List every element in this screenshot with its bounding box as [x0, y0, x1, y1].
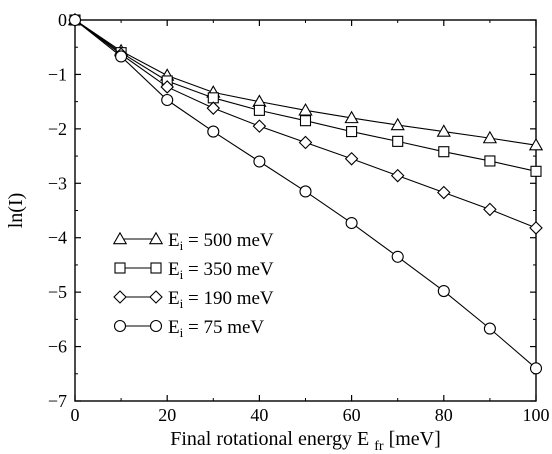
series-triangle — [67, 12, 544, 151]
data-point-circle-circle-marker — [529, 362, 543, 375]
data-point-triangle-triangle-marker — [390, 117, 405, 131]
legend-label-subscript: i — [180, 238, 184, 253]
data-point-circle-circle-marker — [68, 13, 82, 27]
legend-label: Ei = 350 meV — [168, 259, 274, 282]
data-point-triangle-triangle-marker — [528, 137, 544, 151]
data-point-triangle-triangle-marker — [436, 124, 451, 137]
data-point-circle-circle-marker — [299, 185, 312, 198]
legend-label-symbol: E — [168, 288, 180, 309]
plot-frame — [74, 19, 537, 402]
y-tick-label: −5 — [48, 282, 67, 302]
legend-start-diamond-marker — [113, 290, 127, 304]
x-axis-title-main: Final rotational energy E — [170, 428, 369, 450]
legend-label-subscript: i — [180, 296, 184, 311]
data-point-triangle-triangle-marker — [298, 103, 313, 116]
legend-label: Ei = 500 meV — [168, 230, 274, 253]
legend-entry-circle: Ei = 75 meV — [113, 317, 264, 340]
y-tick-label: −2 — [48, 119, 67, 139]
legend-entry-triangle: Ei = 500 meV — [112, 230, 274, 253]
y-tick-label: −3 — [48, 173, 67, 193]
data-point-circle-circle-marker — [345, 216, 358, 230]
data-point-triangle-triangle-marker — [482, 130, 498, 144]
legend-label: Ei = 190 meV — [168, 288, 274, 311]
y-tick-label: −4 — [48, 228, 67, 248]
x-tick-label: 0 — [71, 405, 80, 425]
legend-label-value: = 350 meV — [183, 259, 274, 280]
data-point-square-square-marker — [207, 92, 219, 104]
data-point-square-square-marker — [392, 135, 404, 147]
legend-label: Ei = 75 meV — [168, 317, 264, 340]
y-tick-label: 0 — [58, 10, 67, 30]
x-axis-title-unit: [meV] — [389, 428, 441, 450]
data-point-square-square-marker — [484, 155, 496, 167]
data-point-triangle-triangle-marker — [344, 110, 359, 124]
data-point-circle-circle-marker — [253, 155, 266, 168]
legend-end-triangle-marker — [148, 231, 164, 245]
data-point-diamond-diamond-marker — [390, 168, 405, 183]
y-axis-title: ln(I) — [5, 193, 27, 229]
ticks-layer: 0 20 40 60 80 100 0 −1 −2 −3 −4 −5 −6 −7 — [48, 10, 550, 425]
legend-label-value: = 75 meV — [183, 317, 264, 338]
legend-entry-diamond: Ei = 190 meV — [113, 288, 274, 311]
legend-end-diamond-marker — [149, 290, 163, 304]
series-square — [69, 14, 542, 177]
legend-start-circle-marker — [113, 319, 127, 333]
data-point-circle-circle-marker — [161, 93, 174, 107]
series-circle — [68, 13, 543, 375]
data-point-circle-circle-marker — [115, 50, 128, 63]
y-tick-label: −7 — [48, 391, 67, 411]
data-point-diamond-diamond-marker — [483, 202, 497, 217]
legend-label-symbol: E — [168, 230, 180, 251]
x-tick-label: 40 — [250, 405, 268, 425]
legend-label-subscript: i — [180, 325, 184, 340]
data-point-square-square-marker — [438, 146, 450, 158]
x-tick-label: 60 — [343, 405, 361, 425]
x-tick-label: 100 — [523, 405, 550, 425]
data-point-diamond-diamond-marker — [298, 135, 313, 150]
data-point-square-square-marker — [299, 115, 312, 127]
plot-frame-group — [74, 19, 537, 402]
legend-label-value: = 190 meV — [183, 288, 274, 309]
data-point-square-square-marker — [253, 104, 265, 116]
data-point-diamond-diamond-marker — [344, 152, 359, 166]
x-tick-label: 80 — [435, 405, 453, 425]
data-point-diamond-diamond-marker — [160, 80, 174, 94]
legend-label-symbol: E — [168, 259, 180, 280]
series-line-triangle — [74, 19, 537, 146]
x-axis-title: Final rotational energy E fr [meV] — [170, 428, 441, 454]
legend-label-value: = 500 meV — [183, 230, 274, 251]
y-tick-label: −6 — [48, 337, 67, 357]
legend-label-subscript: i — [180, 267, 184, 282]
data-point-square-square-marker — [346, 126, 358, 138]
data-point-diamond-diamond-marker — [252, 119, 267, 133]
data-point-circle-circle-marker — [437, 285, 450, 298]
x-tick-label: 20 — [158, 405, 176, 425]
data-point-circle-circle-marker — [207, 125, 220, 138]
data-point-circle-circle-marker — [483, 322, 496, 335]
legend-start-square-marker — [114, 262, 126, 274]
x-axis-title-subscript: fr — [374, 439, 384, 454]
legend-end-circle-marker — [149, 319, 163, 333]
y-tick-label: −1 — [48, 64, 67, 84]
legend-start-triangle-marker — [112, 231, 128, 245]
data-point-diamond-diamond-marker — [437, 185, 451, 200]
legend-end-square-marker — [150, 262, 162, 274]
data-point-diamond-diamond-marker — [529, 221, 543, 235]
data-point-square-square-marker — [530, 165, 542, 177]
data-point-diamond-diamond-marker — [206, 101, 221, 115]
legend-entry-square: Ei = 350 meV — [114, 259, 274, 282]
data-point-circle-circle-marker — [391, 250, 404, 263]
legend-label-symbol: E — [168, 317, 180, 338]
series-layer — [67, 12, 544, 375]
